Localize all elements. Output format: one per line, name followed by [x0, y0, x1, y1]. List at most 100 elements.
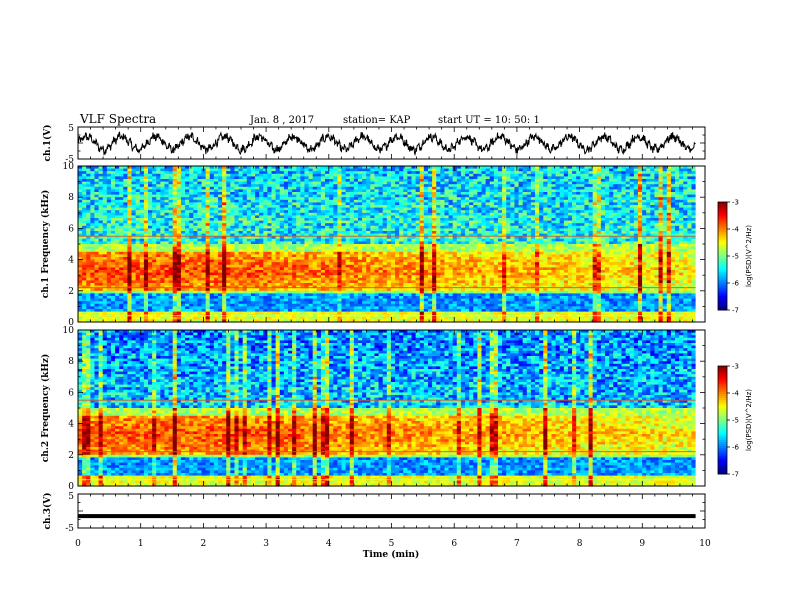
spectrogram-cell [217, 176, 223, 180]
spectrogram-cell [407, 173, 413, 177]
spectrogram-cell [605, 176, 610, 180]
spectrogram-cell [320, 171, 326, 175]
spectrogram-cell [102, 166, 108, 170]
spectrogram-cell [189, 171, 194, 175]
spectrogram-cell [452, 166, 458, 170]
spectrogram-cell [197, 179, 203, 183]
spectrogram-cell [304, 184, 310, 188]
spectrogram-cell [78, 166, 83, 170]
spectrogram-cell [267, 179, 273, 183]
spectrogram-cell [407, 179, 413, 183]
spectrogram-cell [176, 179, 182, 183]
spectrogram-cell [489, 173, 495, 177]
spectrogram-cell [329, 179, 334, 183]
spectrogram-cell [679, 181, 684, 185]
spectrogram-cell [419, 168, 425, 172]
spectrogram-cell [147, 179, 153, 183]
spectrogram-cell [156, 166, 161, 170]
spectrogram-cell [600, 173, 606, 177]
date-label: Jan. 8 , 2017 [249, 115, 314, 126]
spectrogram-cell [567, 166, 573, 170]
spectrogram-cell [345, 173, 351, 177]
spectrogram-cell [382, 181, 388, 185]
spectrogram-cell [679, 166, 684, 170]
spectrogram-cell [259, 181, 264, 185]
spectrogram-cell [473, 179, 478, 183]
spectrogram-cell [213, 179, 219, 183]
spectrogram-cell [526, 171, 532, 175]
spectrogram-cell [382, 168, 388, 172]
spectrogram-cell [427, 171, 433, 175]
spectrogram-cell [127, 171, 133, 175]
spectrogram-cell [658, 179, 664, 183]
spectrogram-cell [320, 176, 326, 180]
spectrogram-cell [378, 173, 384, 177]
spectrogram-cell [180, 173, 186, 177]
spectrogram-cell [448, 168, 454, 172]
spectrogram-cell [86, 173, 91, 177]
spectrogram-cell [123, 171, 129, 175]
spectrogram-cell [205, 171, 211, 175]
spectrogram-cell [374, 176, 380, 180]
spectrogram-cell [312, 173, 318, 177]
spectrogram-cell [658, 173, 664, 177]
spectrogram-cell [514, 179, 520, 183]
spectrogram-cell [633, 171, 639, 175]
spectrogram-cell [98, 171, 104, 175]
spectrogram-cell [90, 171, 96, 175]
spectrogram-cell [559, 181, 565, 185]
spectrogram-cell [485, 173, 491, 177]
spectrogram-cell [164, 181, 170, 185]
spectrogram-cell [691, 168, 697, 172]
spectrogram-cell [662, 171, 668, 175]
spectrogram-cell [654, 181, 660, 185]
spectrogram-cell [444, 166, 450, 170]
spectrogram-cell [217, 168, 223, 172]
spectrogram-cell [90, 173, 96, 177]
spectrogram-cell [119, 173, 124, 177]
spectrogram-cell [386, 179, 392, 183]
spectrogram-cell [226, 168, 231, 172]
spectrogram-cell [427, 166, 433, 170]
spectrogram-cell [440, 166, 446, 170]
spectrogram-cell [185, 173, 190, 177]
spectrogram-cell [633, 181, 639, 185]
spectrogram-cell [415, 176, 421, 180]
spectrogram-cell [94, 181, 100, 185]
spectrogram-cell [90, 166, 96, 170]
spectrogram-cell [316, 179, 322, 183]
spectrogram-cell [300, 173, 306, 177]
spectrogram-cell [115, 181, 120, 185]
spectrogram-cell [275, 184, 281, 188]
spectrogram-cell [370, 173, 376, 177]
spectrogram-cell [403, 171, 408, 175]
spectrogram-cell [535, 166, 540, 170]
spectrogram-cell [427, 181, 433, 185]
spectrogram-cell [370, 166, 376, 170]
spectrogram-cell [411, 166, 417, 170]
spectrogram-cell [110, 173, 116, 177]
spectrogram-cell [357, 173, 363, 177]
spectrogram-cell [613, 179, 618, 183]
spectrogram-cell [584, 173, 590, 177]
spectrogram-cell [469, 176, 474, 180]
spectrogram-cell [588, 171, 594, 175]
spectrogram-cell [584, 179, 590, 183]
spectrogram-cell [201, 176, 207, 180]
spectrogram-cell [687, 176, 693, 180]
spectrogram-cell [98, 181, 104, 185]
spectrogram-cell [440, 179, 446, 183]
spectrogram-cell [609, 179, 614, 183]
spectrogram-cell [246, 184, 252, 188]
spectrogram-cell [185, 184, 190, 188]
spectrogram-cell [415, 168, 421, 172]
spectrogram-cell [559, 166, 565, 170]
spectrogram-cell [296, 173, 301, 177]
spectrogram-cell [650, 176, 656, 180]
spectrogram-cell [666, 166, 672, 170]
spectrogram-cell [510, 176, 516, 180]
spectrogram-cell [675, 173, 680, 177]
spectrogram-cell [82, 184, 87, 188]
spectrogram-cell [337, 173, 343, 177]
spectrogram-cell [357, 176, 363, 180]
